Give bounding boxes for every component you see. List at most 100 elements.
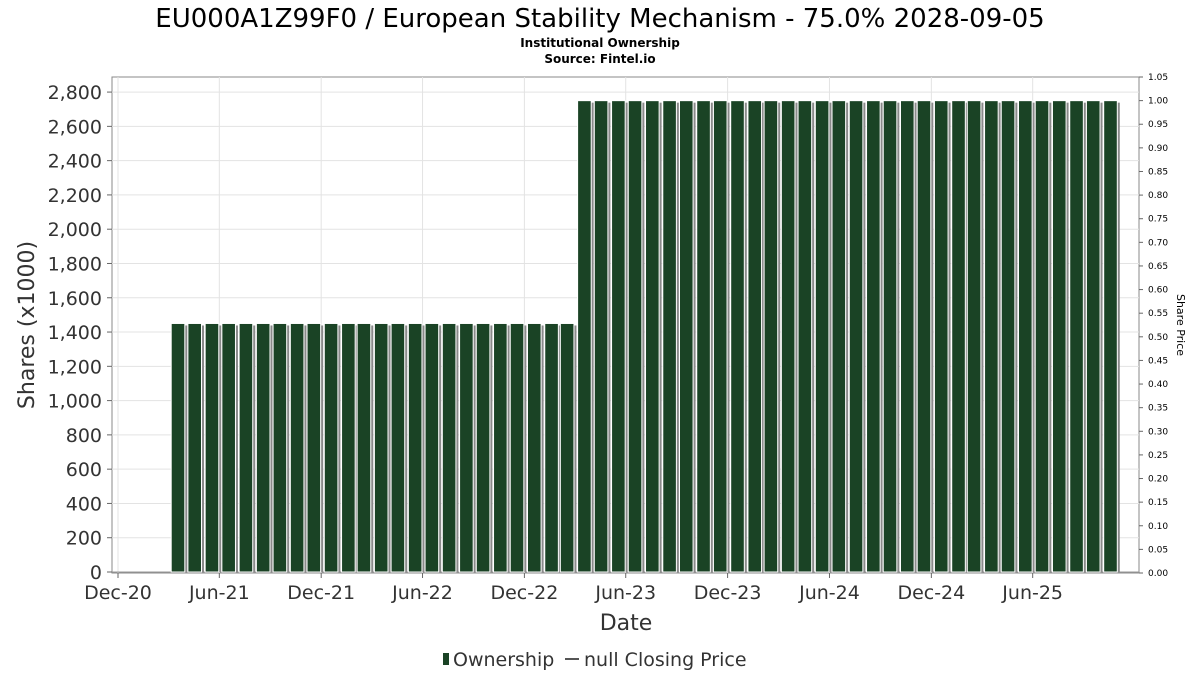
y-tick-label: 2,400	[48, 151, 102, 173]
ownership-bar	[951, 100, 966, 573]
x-tick-label: Jun-22	[391, 582, 453, 604]
ownership-bar	[475, 322, 491, 573]
y-axis: 0 200 400 600 800 1,000 1,200 1,400 1,600 1,800 2,…	[48, 82, 112, 584]
legend-ownership-swatch	[443, 653, 449, 665]
y2-tick-label: 0.05	[1148, 545, 1168, 555]
ownership-bars	[170, 100, 1120, 573]
ownership-bar	[899, 100, 915, 573]
ownership-bar	[1018, 100, 1033, 573]
ownership-bar	[441, 322, 457, 573]
y2-tick-label: 0.35	[1148, 404, 1168, 414]
x-tick-label: Jun-21	[188, 582, 250, 604]
ownership-bar	[593, 100, 609, 573]
x-tick-label: Jun-24	[798, 582, 860, 604]
y2-tick-label: 1.05	[1148, 73, 1168, 83]
ownership-bar	[696, 100, 711, 573]
y2-tick-label: 0.95	[1148, 120, 1168, 130]
ownership-bar	[289, 322, 305, 573]
ownership-bar	[747, 100, 763, 573]
y-tick-label: 400	[66, 493, 102, 515]
legend-price-label: null Closing Price	[584, 649, 747, 671]
ownership-bar	[373, 322, 389, 573]
ownership-bar	[170, 322, 186, 573]
y-tick-label: 2,000	[48, 219, 102, 241]
ownership-bar	[1103, 100, 1118, 573]
ownership-bar	[627, 100, 643, 573]
y-tick-label: 2,600	[48, 116, 102, 138]
ownership-bar	[255, 322, 271, 573]
y2-tick-label: 0.55	[1148, 309, 1168, 319]
ownership-bar	[966, 100, 982, 573]
y-tick-label: 2,800	[48, 82, 102, 104]
ownership-bar	[1051, 100, 1067, 573]
chart-subtitle: Institutional Ownership	[520, 36, 680, 50]
ownership-bar	[221, 322, 236, 573]
ownership-bar	[730, 100, 745, 573]
ownership-bar	[187, 322, 203, 573]
y2-tick-label: 0.70	[1148, 238, 1168, 248]
x-tick-label: Dec-24	[897, 582, 965, 604]
y2-tick-label: 0.85	[1148, 167, 1168, 177]
ownership-bar	[493, 322, 508, 573]
y-tick-label: 2,200	[48, 185, 102, 207]
ownership-bar	[1085, 100, 1101, 573]
x-tick-label: Dec-20	[84, 582, 152, 604]
y2-tick-label: 1.00	[1148, 97, 1168, 107]
x-tick-label: Dec-21	[287, 582, 355, 604]
ownership-bar	[341, 322, 356, 573]
ownership-bar	[323, 322, 339, 573]
ownership-bar	[678, 100, 694, 573]
ownership-bar	[1069, 100, 1084, 573]
ownership-bar	[814, 100, 830, 573]
y2-axis-label: Share Price	[1174, 294, 1187, 356]
x-tick-label: Jun-23	[594, 582, 656, 604]
ownership-bar	[527, 322, 542, 573]
ownership-bar	[662, 100, 677, 573]
ownership-bar	[933, 100, 949, 573]
y2-tick-label: 0.10	[1148, 522, 1168, 532]
ownership-bar	[390, 322, 406, 573]
y-tick-label: 1,000	[48, 391, 102, 413]
ownership-bar	[272, 322, 288, 573]
legend-ownership-label: Ownership	[453, 649, 554, 671]
y2-tick-label: 0.60	[1148, 286, 1168, 296]
ownership-bar	[1000, 100, 1016, 573]
ownership-bar	[1034, 100, 1050, 573]
ownership-bar	[459, 322, 474, 573]
y-tick-label: 1,600	[48, 288, 102, 310]
y2-tick-label: 0.15	[1148, 498, 1168, 508]
ownership-bar	[356, 322, 372, 573]
y2-tick-label: 0.50	[1148, 333, 1168, 343]
chart-title: EU000A1Z99F0 / European Stability Mechan…	[155, 4, 1044, 34]
x-axis: Dec-20 Jun-21 Dec-21 Jun-22 Dec-22 Jun-23 Dec-…	[84, 573, 1063, 604]
y2-axis: 0.00 0.05 0.10 0.15 0.20 0.25 0.30 0.35 0.40 0.45…	[1139, 73, 1168, 579]
y-tick-label: 1,800	[48, 253, 102, 275]
y-tick-label: 200	[66, 528, 102, 550]
ownership-bar	[509, 322, 525, 573]
y2-tick-label: 0.40	[1148, 380, 1168, 390]
x-tick-label: Dec-22	[490, 582, 558, 604]
ownership-bar	[848, 100, 864, 573]
y2-tick-label: 0.25	[1148, 451, 1168, 461]
ownership-bar	[424, 322, 440, 573]
ownership-bar	[882, 100, 898, 573]
y-tick-label: 0	[90, 562, 102, 584]
y-tick-label: 800	[66, 425, 102, 447]
ownership-bar	[866, 100, 881, 573]
ownership-bar	[780, 100, 796, 573]
x-axis-label: Date	[600, 611, 653, 636]
x-tick-label: Dec-23	[694, 582, 762, 604]
x-tick-label: Jun-25	[1001, 582, 1063, 604]
ownership-bar	[238, 322, 254, 573]
y2-tick-label: 0.45	[1148, 356, 1168, 366]
ownership-bar	[645, 100, 660, 573]
y2-tick-label: 0.00	[1148, 569, 1168, 579]
y-axis-label: Shares (x1000)	[15, 241, 40, 409]
y-tick-label: 1,400	[48, 322, 102, 344]
y2-tick-label: 0.90	[1148, 144, 1168, 154]
y2-tick-label: 0.30	[1148, 427, 1168, 437]
y2-tick-label: 0.80	[1148, 191, 1168, 201]
ownership-bar	[763, 100, 779, 573]
y2-tick-label: 0.65	[1148, 262, 1168, 272]
